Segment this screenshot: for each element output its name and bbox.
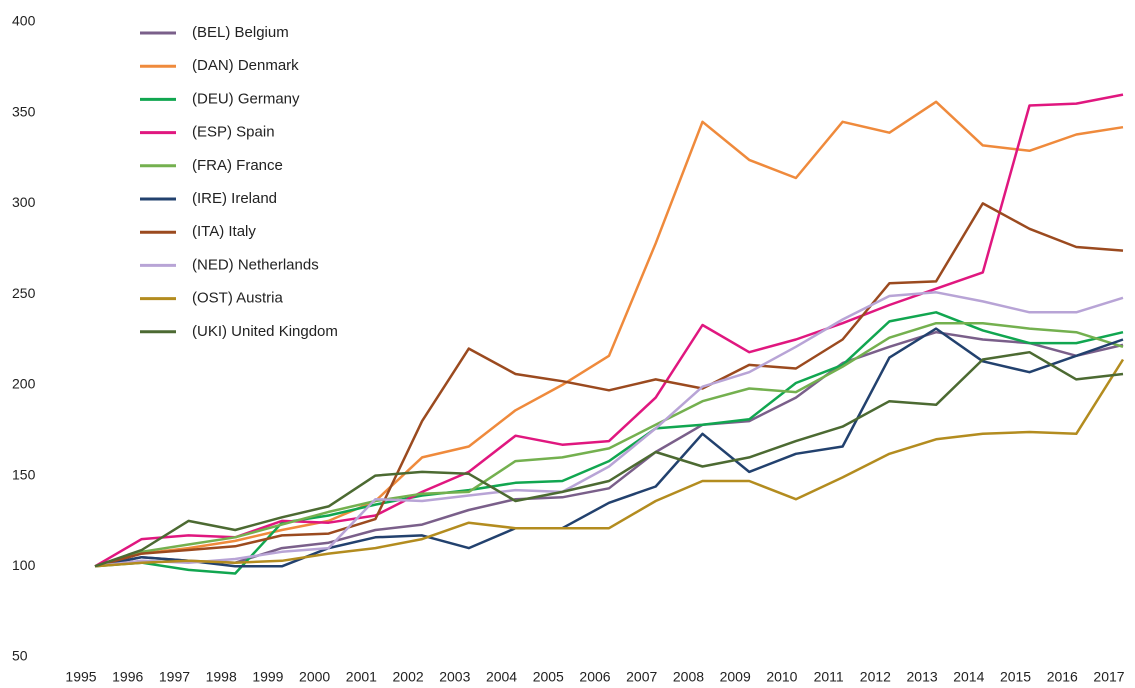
x-tick-label: 2000 — [299, 669, 330, 685]
legend-label: (UKI) United Kingdom — [192, 323, 338, 340]
y-tick-label: 150 — [12, 466, 36, 482]
x-tick-label: 2007 — [626, 669, 657, 685]
x-tick-label: 2017 — [1093, 669, 1124, 685]
x-tick-label: 1999 — [252, 669, 283, 685]
x-tick-label: 2011 — [814, 669, 844, 685]
series-line — [94, 350, 1124, 568]
x-tick-label: 2016 — [1047, 669, 1078, 685]
x-tick-label: 2013 — [907, 669, 938, 685]
y-tick-label: 350 — [12, 103, 36, 119]
legend-label: (FRA) France — [192, 157, 283, 174]
series-line — [94, 291, 1124, 568]
x-tick-label: 2015 — [1000, 669, 1031, 685]
x-tick-label: 1998 — [206, 669, 237, 685]
series-line — [94, 202, 1124, 568]
x-tick-label: 1997 — [159, 669, 190, 685]
y-tick-label: 50 — [12, 648, 28, 664]
series-line — [94, 327, 1124, 568]
x-tick-label: 2004 — [486, 669, 517, 685]
x-tick-label: 2002 — [393, 669, 424, 685]
series-line — [94, 100, 1124, 568]
y-tick-label: 400 — [12, 13, 36, 29]
x-tick-label: 2003 — [439, 669, 470, 685]
series-line — [94, 321, 1124, 568]
series-line — [94, 93, 1124, 568]
series-line — [94, 358, 1125, 568]
legend-label: (DAN) Denmark — [192, 57, 299, 74]
x-tick-label: 2005 — [533, 669, 564, 685]
legend-label: (OST) Austria — [192, 290, 284, 307]
legend-label: (DEU) Germany — [192, 90, 300, 107]
x-tick-label: 1995 — [65, 669, 96, 685]
x-tick-label: 2014 — [953, 669, 984, 685]
y-tick-label: 100 — [12, 557, 36, 573]
legend-label: (IRE) Ireland — [192, 190, 277, 207]
legend-label: (NED) Netherlands — [192, 256, 319, 273]
legend-label: (ESP) Spain — [192, 124, 275, 141]
x-tick-label: 2010 — [766, 669, 797, 685]
y-tick-label: 300 — [12, 194, 36, 210]
legend-label: (ITA) Italy — [192, 223, 256, 240]
x-tick-label: 2009 — [720, 669, 751, 685]
y-tick-label: 200 — [12, 376, 36, 392]
y-tick-label: 250 — [12, 285, 36, 301]
legend-label: (BEL) Belgium — [192, 24, 289, 41]
x-tick-label: 2006 — [579, 669, 610, 685]
x-tick-label: 2012 — [860, 669, 891, 685]
x-tick-label: 2008 — [673, 669, 704, 685]
x-tick-label: 2001 — [346, 669, 377, 685]
x-tick-label: 1996 — [112, 669, 143, 685]
